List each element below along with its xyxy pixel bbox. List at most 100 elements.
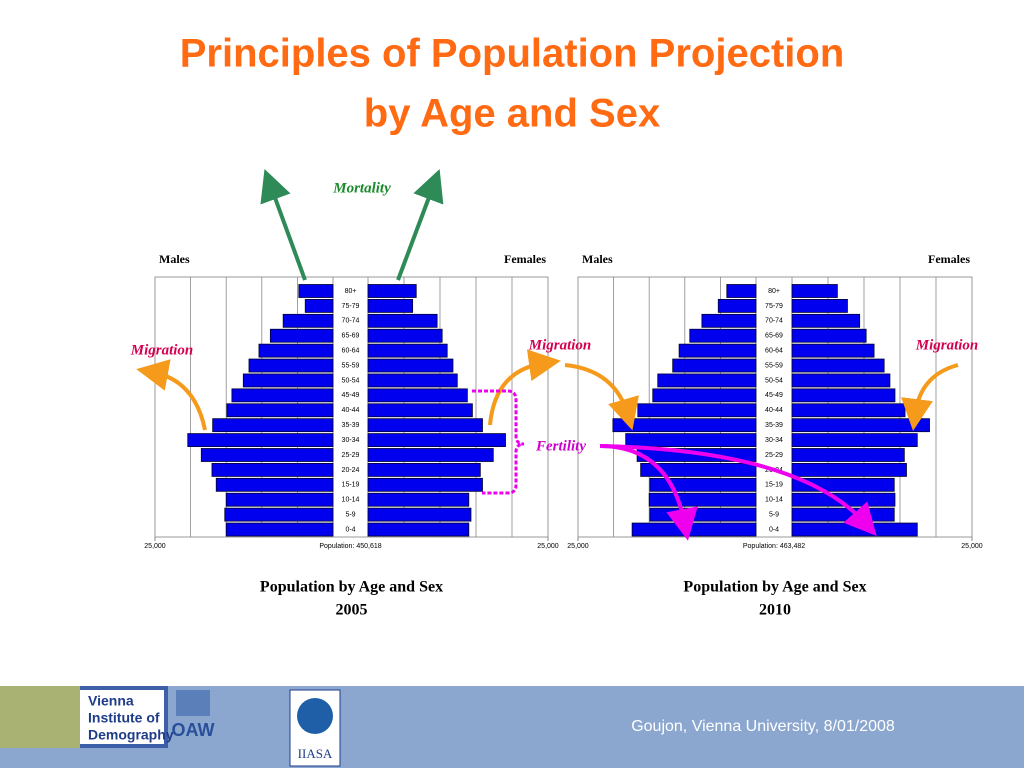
female-bar [791, 507, 895, 522]
male-bar [649, 477, 757, 492]
male-bar [226, 403, 334, 418]
age-label: 0-4 [769, 526, 779, 533]
male-bar [726, 284, 757, 298]
caption: 2010 [759, 602, 791, 619]
female-bar [367, 463, 481, 477]
male-bar [269, 328, 334, 343]
male-bar [612, 418, 757, 433]
male-bar [187, 433, 334, 447]
age-label: 40-44 [342, 407, 360, 414]
age-label: 45-49 [765, 392, 783, 399]
female-bar [367, 313, 438, 328]
age-label: 40-44 [765, 407, 783, 414]
age-label: 80+ [345, 288, 357, 295]
male-bar [717, 299, 757, 313]
female-bar [791, 328, 867, 343]
age-label: 10-14 [765, 497, 783, 504]
age-label: 50-54 [342, 377, 360, 384]
migration-label: Migration [528, 337, 592, 353]
population-label: Population: 450,618 [319, 543, 381, 550]
male-bar [652, 388, 757, 403]
age-label: 5-9 [769, 511, 779, 518]
caption: 2005 [336, 602, 368, 619]
fertility-label: Fertility [535, 438, 586, 454]
logo-text: Demography [88, 727, 174, 743]
female-bar [367, 284, 417, 298]
male-bar [649, 507, 757, 522]
age-label: 65-69 [765, 333, 783, 340]
female-bar [791, 343, 875, 358]
male-bar [248, 358, 334, 373]
migration-label: Migration [915, 337, 979, 353]
logo-text: Institute of [88, 710, 160, 726]
age-label: 30-34 [342, 437, 360, 444]
caption: Population by Age and Sex [260, 579, 443, 596]
footer-band [0, 686, 1024, 768]
female-bar [367, 492, 470, 507]
age-label: 65-69 [342, 333, 360, 340]
male-bar [282, 313, 334, 328]
caption: Population by Age and Sex [683, 579, 866, 596]
female-bar [367, 522, 470, 537]
age-label: 15-19 [765, 482, 783, 489]
female-bar [791, 299, 848, 313]
age-label: 35-39 [765, 422, 783, 429]
age-label: 25-29 [342, 452, 360, 459]
female-bar [367, 433, 506, 447]
age-label: 70-74 [342, 318, 360, 325]
female-bar [367, 343, 448, 358]
male-bar [225, 492, 334, 507]
male-bar [672, 358, 757, 373]
plot-frame [154, 276, 549, 538]
age-label: 30-34 [765, 437, 783, 444]
age-label: 25-29 [765, 452, 783, 459]
female-bar [367, 403, 473, 418]
male-bar [631, 522, 757, 537]
arrows [136, 168, 959, 541]
population-label: Population: 463,482 [743, 543, 805, 550]
male-bar [689, 328, 757, 343]
logo-accent [0, 686, 80, 748]
x-tick-label: 25,000 [567, 543, 589, 550]
age-label: 45-49 [342, 392, 360, 399]
female-bar [367, 388, 468, 403]
age-label: 15-19 [342, 482, 360, 489]
male-bar [625, 433, 757, 447]
male-bar [224, 507, 334, 522]
male-bar [298, 284, 334, 298]
age-label: 60-64 [765, 347, 783, 354]
age-label: 80+ [768, 288, 780, 295]
female-bar [791, 477, 895, 492]
male-bar [200, 448, 334, 462]
age-label: 75-79 [765, 303, 783, 310]
female-bar [791, 373, 891, 388]
logo-globe [297, 698, 333, 734]
age-label: 75-79 [342, 303, 360, 310]
female-bar [367, 328, 443, 343]
female-bar [791, 463, 907, 477]
male-bar [231, 388, 334, 403]
legend-label: Females [504, 252, 546, 266]
age-label: 55-59 [342, 362, 360, 369]
age-label: 55-59 [765, 362, 783, 369]
age-label: 70-74 [765, 318, 783, 325]
logo-text: IIASA [298, 746, 333, 761]
female-bar [791, 433, 918, 447]
title-line: by Age and Sex [364, 92, 660, 136]
female-bar [791, 448, 905, 462]
male-bar [215, 477, 334, 492]
x-tick-label: 25,000 [537, 543, 559, 550]
female-bar [791, 418, 930, 433]
male-bar [640, 463, 757, 477]
logo-text: Vienna [88, 693, 134, 709]
legend-label: Males [582, 252, 613, 266]
female-bar [791, 358, 885, 373]
male-bar [648, 492, 757, 507]
age-label: 50-54 [765, 377, 783, 384]
female-bar [367, 299, 414, 313]
plot-frame [577, 276, 973, 538]
legend-label: Males [159, 252, 190, 266]
female-bar [367, 358, 454, 373]
male-bar [242, 373, 334, 388]
